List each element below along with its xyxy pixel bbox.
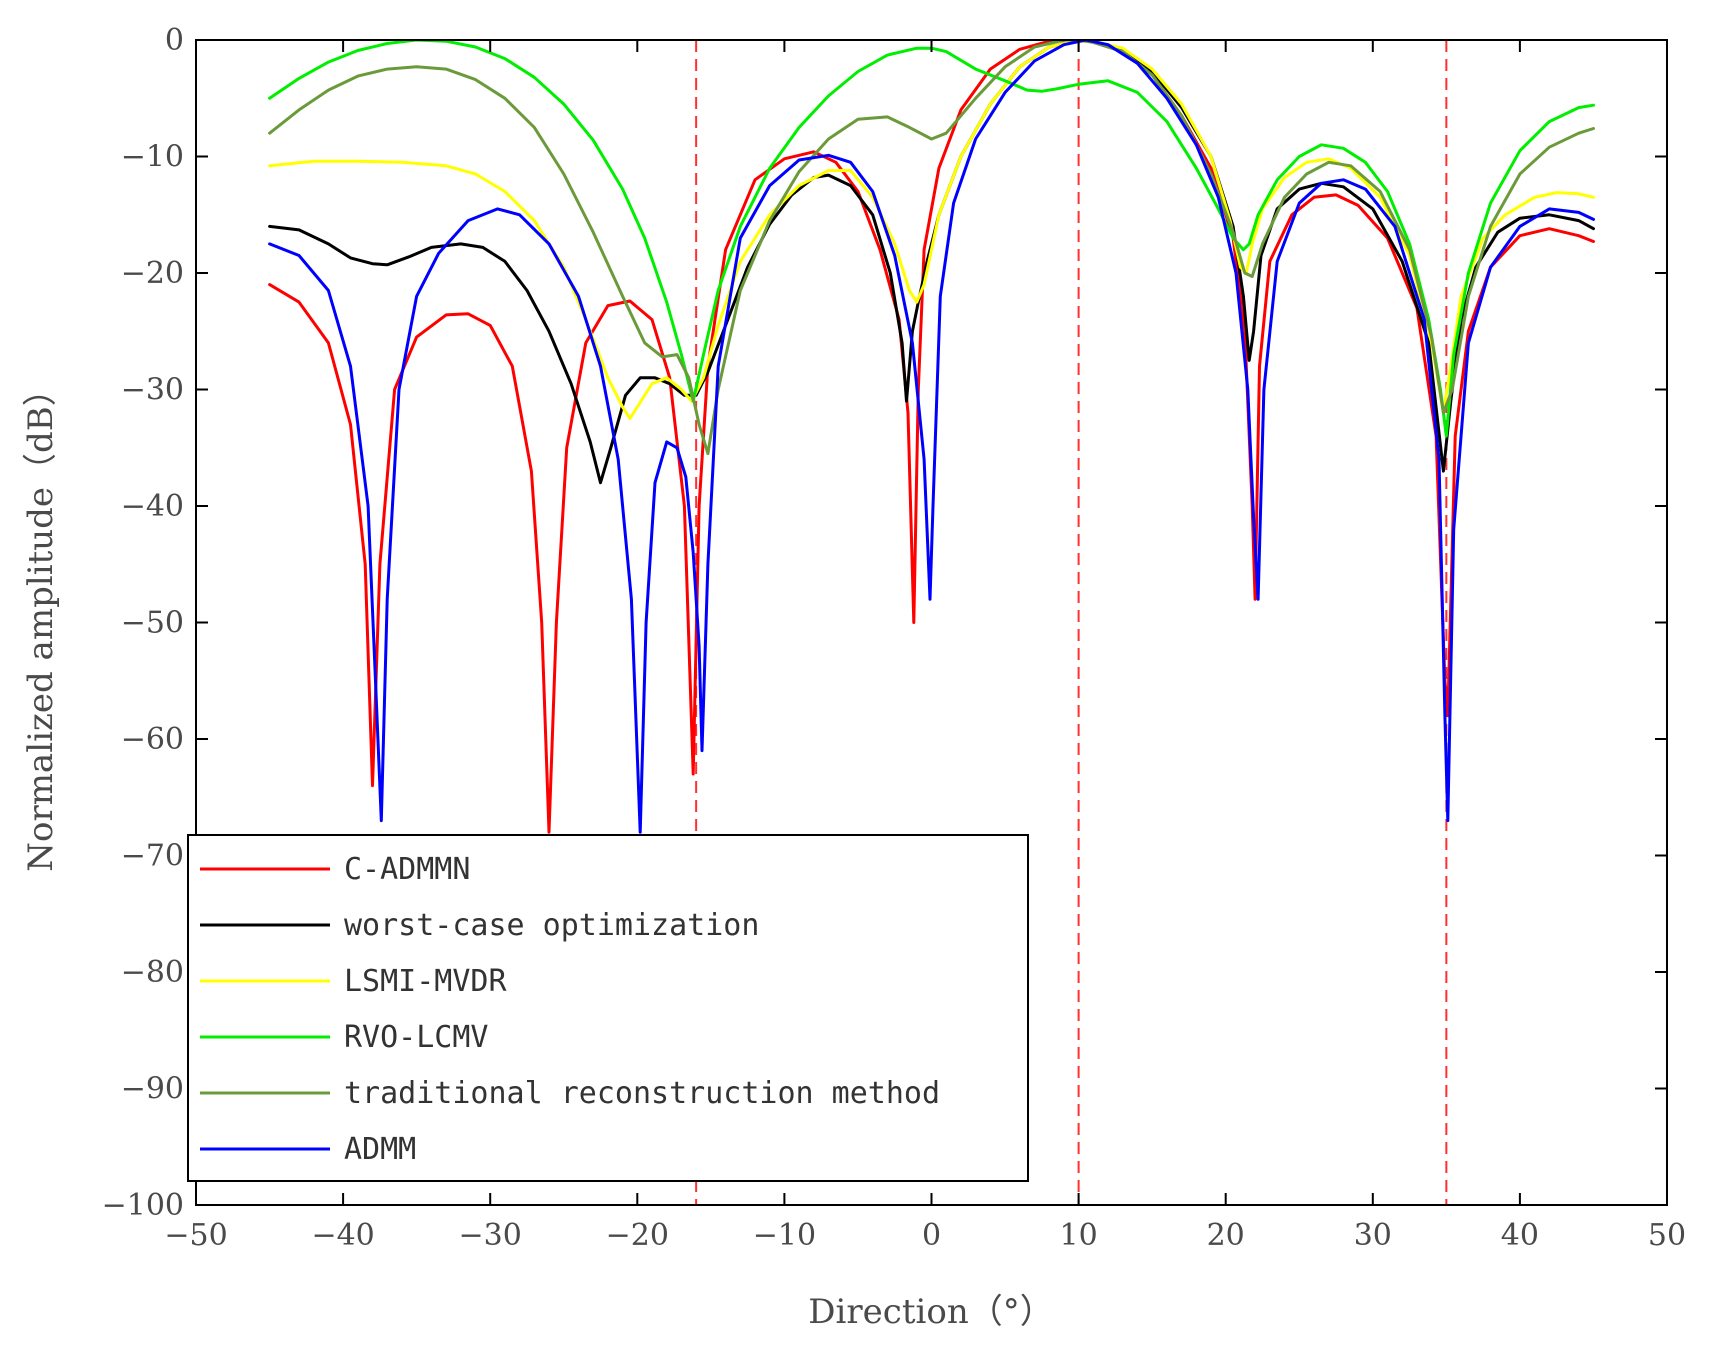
legend-box — [187, 834, 1029, 1182]
y-tick-label: −10 — [121, 140, 184, 175]
series-line — [268, 40, 1595, 485]
legend: C-ADMMN worst-case optimization LSMI-MVDR R… — [187, 834, 1029, 1182]
data-series — [268, 40, 1595, 834]
legend-label: worst-case optimization — [344, 908, 759, 943]
y-tick-label: −50 — [121, 606, 184, 641]
y-tick-label: −80 — [121, 955, 184, 990]
y-axis-label: Normalized amplitude（dB） — [21, 372, 61, 872]
y-tick-label: 0 — [165, 23, 184, 58]
legend-label: ADMM — [344, 1132, 416, 1167]
series-line — [268, 40, 1595, 421]
series-line — [268, 40, 1595, 834]
y-tick-label: −60 — [121, 722, 184, 757]
x-tick-label: 20 — [1207, 1218, 1245, 1253]
x-tick-label: −50 — [164, 1218, 227, 1253]
y-tick-label: −30 — [121, 373, 184, 408]
series-line — [268, 40, 1595, 456]
series-line — [268, 40, 1595, 834]
y-tick-label: −100 — [102, 1188, 184, 1223]
x-tick-label: 0 — [922, 1218, 941, 1253]
legend-label: C-ADMMN — [344, 852, 470, 887]
x-tick-label: 50 — [1648, 1218, 1686, 1253]
x-tick-label: −40 — [311, 1218, 374, 1253]
x-tick-label: 30 — [1354, 1218, 1392, 1253]
legend-label: traditional reconstruction method — [344, 1076, 940, 1111]
legend-label: RVO-LCMV — [344, 1020, 489, 1055]
y-tick-label: −20 — [121, 256, 184, 291]
y-tick-label: −40 — [121, 489, 184, 524]
x-tick-label: 40 — [1501, 1218, 1539, 1253]
x-axis-label: Direction（°） — [808, 1292, 1053, 1332]
x-tick-label: 10 — [1060, 1218, 1098, 1253]
x-tick-label: −30 — [459, 1218, 522, 1253]
y-tick-label: −90 — [121, 1072, 184, 1107]
x-tick-label: −10 — [753, 1218, 816, 1253]
axis-ticks: −50 −40 −30 −20 −10 0 10 20 30 40 500−10−20−30−40−… — [102, 23, 1687, 1253]
y-tick-label: −70 — [121, 839, 184, 874]
legend-label: LSMI-MVDR — [344, 964, 507, 999]
x-tick-label: −20 — [606, 1218, 669, 1253]
